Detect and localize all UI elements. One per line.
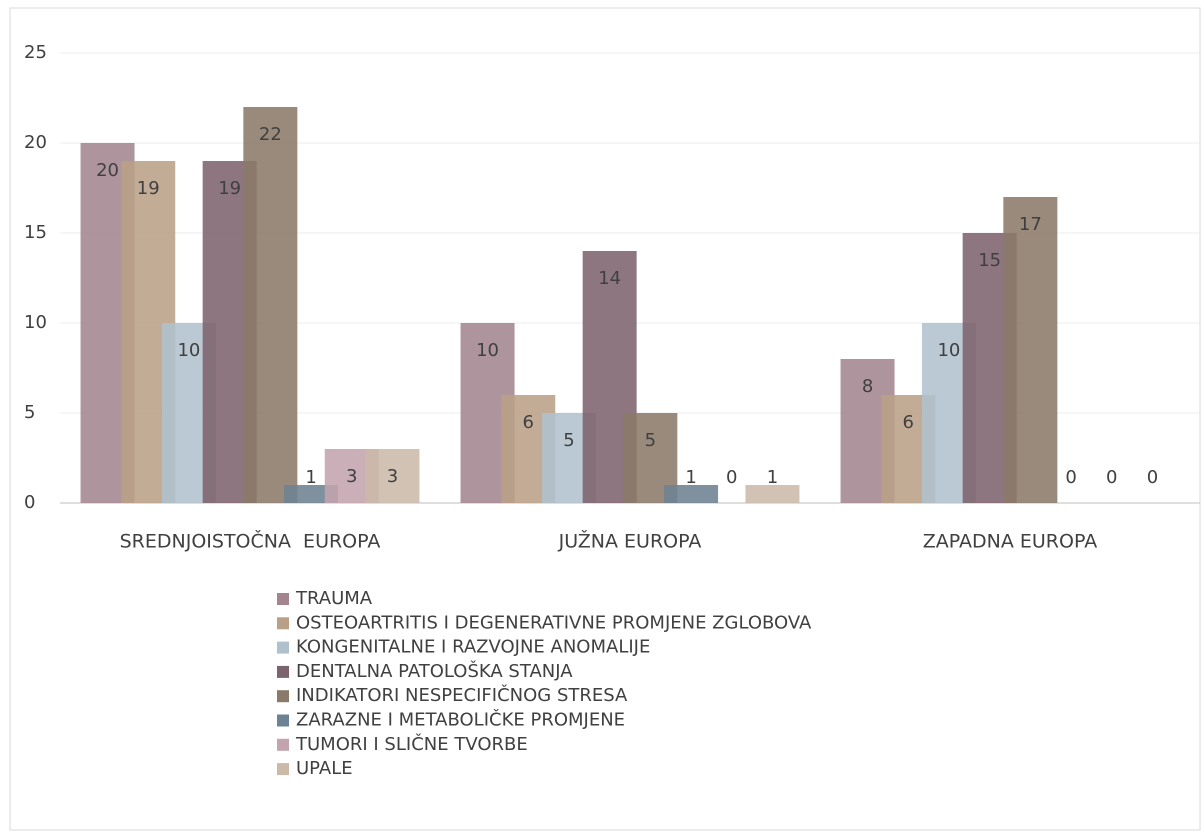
- legend-swatch: [277, 738, 289, 751]
- legend-swatch: [277, 593, 289, 605]
- y-tick-label: 10: [24, 312, 47, 333]
- legend-label: TUMORI I SLIČNE TVORBE: [295, 733, 528, 755]
- data-label: 1: [767, 467, 778, 488]
- data-label: 0: [1147, 467, 1158, 488]
- legend-swatch: [277, 763, 289, 776]
- legend-label: INDIKATORI NESPECIFIČNOG STRESA: [296, 684, 628, 706]
- data-label: 5: [645, 430, 656, 451]
- data-label: 19: [218, 178, 241, 199]
- data-label: 0: [1106, 467, 1117, 488]
- legend-label: KONGENITALNE I RAZVOJNE ANOMALIJE: [296, 637, 650, 658]
- data-label: 5: [563, 430, 574, 451]
- legend-label: DENTALNA PATOLOŠKA STANJA: [296, 660, 573, 682]
- data-label: 19: [137, 178, 160, 199]
- data-label: 1: [685, 467, 696, 488]
- bar: [365, 449, 420, 503]
- data-label: 14: [598, 268, 621, 289]
- legend-label: UPALE: [296, 758, 353, 779]
- bar: [243, 107, 298, 503]
- data-label: 6: [903, 412, 914, 433]
- legend-label: ZARAZNE I METABOLIČKE PROMJENE: [296, 709, 625, 731]
- legend-swatch: [277, 714, 289, 727]
- x-tick-label: JUŽNA EUROPA: [558, 530, 702, 553]
- data-label: 10: [476, 340, 499, 361]
- data-label: 15: [978, 250, 1001, 271]
- x-tick-label: ZAPADNA EUROPA: [923, 531, 1097, 553]
- data-label: 22: [259, 124, 282, 145]
- y-tick-label: 20: [24, 132, 47, 153]
- legend-swatch: [277, 665, 289, 678]
- data-label: 6: [523, 412, 534, 433]
- data-label: 10: [177, 340, 200, 361]
- data-label: 3: [346, 466, 357, 487]
- bar: [284, 485, 339, 503]
- legend-label: TRAUMA: [295, 588, 373, 609]
- data-label: 1: [305, 467, 316, 488]
- data-label: 0: [726, 467, 737, 488]
- data-label: 17: [1019, 214, 1042, 235]
- bar: [745, 485, 800, 503]
- data-label: 0: [1065, 467, 1076, 488]
- legend-swatch: [277, 641, 289, 654]
- data-label: 10: [937, 340, 960, 361]
- data-label: 8: [862, 376, 873, 397]
- y-tick-label: 5: [24, 402, 35, 423]
- y-tick-label: 0: [24, 492, 35, 513]
- legend-swatch: [277, 617, 289, 630]
- data-label: 20: [96, 160, 119, 181]
- y-tick-label: 15: [24, 222, 47, 243]
- legend-label: OSTEOARTRITIS I DEGENERATIVNE PROMJENE Z…: [296, 612, 812, 633]
- bar: [1003, 197, 1058, 503]
- bar: [664, 485, 719, 503]
- y-tick-label: 25: [24, 42, 47, 63]
- x-tick-label: SREDNJOISTOČNA EUROPA: [120, 529, 381, 553]
- legend-swatch: [277, 690, 289, 703]
- data-label: 3: [387, 466, 398, 487]
